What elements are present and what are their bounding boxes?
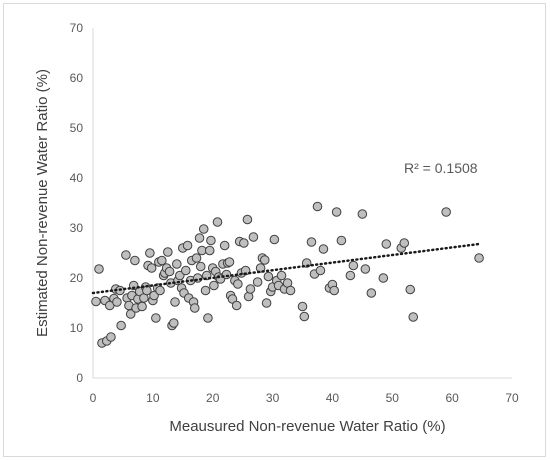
data-point: [151, 313, 161, 323]
data-point: [189, 303, 200, 313]
y-tick-label: 50: [70, 121, 84, 135]
x-tick-label: 10: [146, 391, 160, 405]
data-point: [245, 284, 256, 294]
data-point: [191, 253, 202, 263]
data-point: [172, 259, 182, 269]
y-tick-label: 30: [70, 221, 84, 235]
data-point: [155, 285, 165, 296]
y-tick-labels: 0 10 20 30 40 50 60 70: [70, 21, 84, 385]
y-tick-label: 10: [70, 321, 84, 335]
data-point: [219, 240, 230, 251]
data-point: [357, 209, 368, 219]
data-point: [248, 232, 259, 242]
data-point: [331, 207, 342, 217]
data-point: [204, 245, 215, 256]
data-point: [206, 235, 216, 246]
x-tick-labels: 0 10 20 30 40 50 60 70: [90, 391, 519, 405]
data-points: [91, 201, 484, 348]
data-point: [348, 260, 359, 271]
data-point: [169, 318, 179, 328]
data-point: [269, 234, 280, 245]
data-point: [408, 312, 419, 322]
data-point: [125, 309, 136, 319]
data-point: [94, 264, 104, 274]
data-point: [315, 265, 326, 276]
y-tick-label: 60: [70, 71, 84, 85]
data-point: [203, 313, 213, 323]
x-tick-label: 60: [445, 391, 459, 405]
data-point: [195, 261, 206, 272]
data-point: [242, 214, 253, 225]
data-point: [146, 263, 157, 273]
y-tick-label: 40: [70, 171, 84, 185]
data-point: [381, 239, 392, 249]
axes: [92, 28, 512, 379]
data-point: [239, 238, 249, 248]
data-point: [366, 288, 377, 298]
data-point: [200, 285, 211, 296]
data-point: [112, 297, 122, 307]
data-point: [137, 301, 147, 312]
data-point: [192, 273, 203, 283]
data-point: [312, 201, 323, 212]
data-point: [297, 301, 308, 312]
data-point: [360, 264, 371, 274]
x-tick-label: 70: [505, 391, 519, 405]
data-point: [212, 217, 223, 227]
x-tick-label: 30: [266, 391, 280, 405]
data-point: [180, 265, 191, 276]
data-point: [306, 237, 317, 247]
data-point: [233, 279, 243, 289]
data-point: [263, 271, 274, 282]
data-point: [145, 248, 155, 258]
data-point: [259, 255, 270, 265]
r-squared-annotation: R² = 0.1508: [404, 160, 478, 176]
data-point: [164, 266, 175, 277]
data-point: [252, 277, 263, 287]
data-point: [318, 244, 329, 254]
data-point: [182, 240, 193, 251]
x-tick-label: 20: [206, 391, 220, 405]
data-point: [157, 255, 167, 266]
x-tick-label: 50: [386, 391, 400, 405]
x-axis-title: Meausured Non-revenue Water Ratio (%): [169, 418, 445, 435]
data-point: [209, 280, 219, 291]
data-point: [255, 263, 266, 273]
trendline: [91, 242, 481, 295]
data-point: [276, 270, 287, 281]
data-point: [231, 300, 242, 311]
data-point: [345, 270, 356, 281]
data-point: [285, 285, 296, 296]
data-point: [299, 311, 310, 322]
data-point: [336, 235, 347, 246]
data-point: [224, 257, 235, 267]
data-point: [116, 320, 126, 331]
y-tick-label: 70: [70, 21, 84, 35]
data-point: [163, 247, 173, 257]
data-point: [378, 273, 389, 283]
y-axis-title: Estimated Non-revenue Water Ratio (%): [34, 69, 51, 337]
data-point: [198, 224, 209, 234]
data-point: [441, 207, 451, 217]
data-point: [405, 284, 416, 295]
data-point: [329, 285, 340, 296]
x-tick-label: 0: [90, 391, 97, 405]
y-tick-label: 0: [76, 371, 83, 385]
data-point: [106, 332, 116, 342]
data-point: [399, 238, 410, 248]
data-point: [121, 250, 131, 260]
y-tick-label: 20: [70, 271, 84, 285]
data-point: [170, 297, 180, 307]
data-point: [261, 298, 272, 308]
data-point: [91, 296, 101, 307]
data-point: [194, 233, 205, 243]
data-point: [130, 255, 140, 266]
x-tick-label: 40: [326, 391, 340, 405]
data-point: [474, 253, 484, 263]
data-point: [128, 280, 139, 291]
